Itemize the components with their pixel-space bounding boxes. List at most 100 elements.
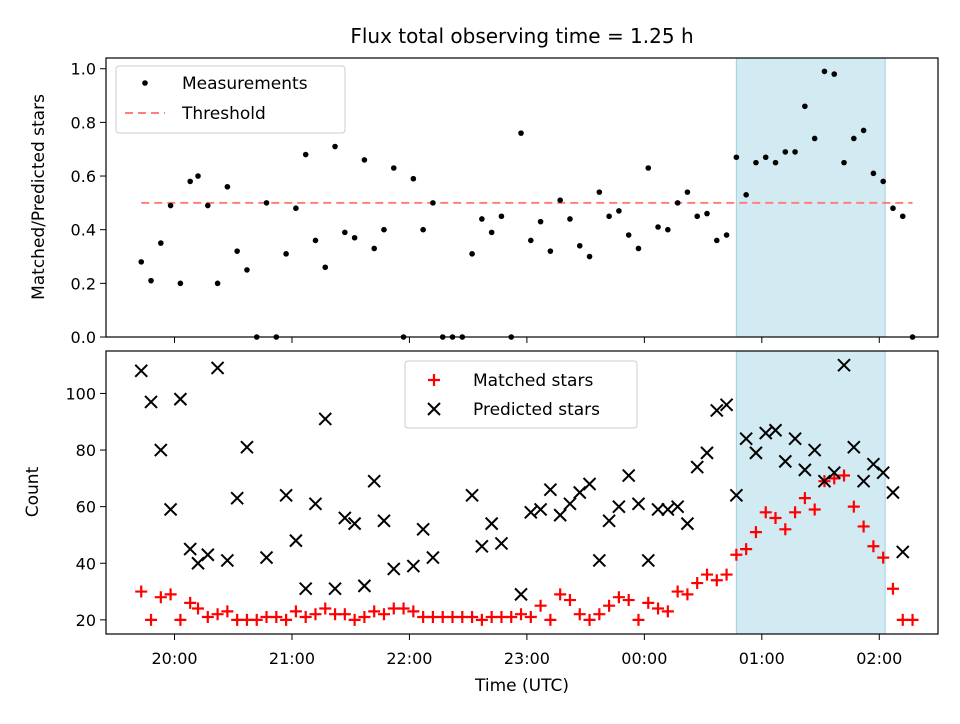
matched-star-point — [348, 613, 361, 626]
predicted-star-point — [144, 395, 158, 409]
matched-star-point — [211, 608, 224, 621]
matched-star-point — [515, 608, 528, 621]
measurement-point — [792, 149, 798, 155]
matched-star-point — [135, 585, 148, 598]
measurement-point — [860, 127, 867, 134]
top-panel: 0.0 0.2 0.4 0.6 0.8 1.0 Measurements Threshold — [71, 57, 939, 347]
matched-star-point — [700, 568, 713, 581]
measurement-point — [283, 251, 289, 257]
matched-star-point — [691, 577, 704, 590]
measurement-point — [420, 226, 426, 233]
matched-star-point — [661, 605, 674, 618]
measurement-point — [469, 251, 475, 257]
predicted-star-point — [377, 514, 391, 528]
measurement-point — [606, 213, 612, 220]
measurement-point — [782, 149, 789, 155]
top-y-tick-label: 0.2 — [71, 274, 96, 293]
measurement-point — [831, 71, 838, 77]
predicted-star-point — [788, 432, 802, 446]
predicted-star-point — [621, 468, 636, 483]
measurement-point — [430, 200, 436, 206]
predicted-star-point — [154, 443, 168, 457]
matched-star-point — [808, 503, 821, 516]
top-y-tick-label: 0.4 — [71, 221, 96, 240]
matched-star-point — [612, 591, 625, 604]
measurement-point — [410, 175, 417, 182]
x-tick-label: 21:00 — [269, 649, 315, 668]
matched-star-point — [720, 568, 733, 581]
matched-star-point — [886, 582, 899, 595]
matched-star-point — [906, 613, 919, 626]
top-y-tick-label: 0.8 — [71, 113, 96, 132]
measurement-point — [332, 143, 338, 150]
predicted-star-point — [837, 358, 851, 372]
matched-star-point — [250, 613, 263, 626]
measurement-point — [841, 159, 847, 166]
predicted-star-point — [563, 497, 577, 511]
bottom-y-axis-label: Count — [23, 466, 43, 517]
matched-star-point — [798, 492, 811, 505]
chart-title: Flux total observing time = 1.25 h — [350, 24, 693, 48]
matched-star-point — [593, 608, 606, 621]
measurement-point — [762, 154, 769, 161]
matched-star-point — [710, 574, 723, 587]
measurement-point — [674, 200, 681, 206]
matched-star-point — [309, 608, 322, 621]
matched-star-point — [164, 588, 177, 601]
matched-star-point — [554, 588, 567, 601]
matched-star-point — [632, 613, 645, 626]
predicted-star-point — [631, 497, 646, 511]
measurement-point — [488, 229, 495, 236]
matched-star-point — [749, 526, 762, 539]
predicted-star-point — [338, 511, 352, 525]
x-tick-label: 22:00 — [386, 649, 432, 668]
top-y-axis-label: Matched/Predicted stars — [29, 94, 49, 300]
predicted-star-point — [896, 545, 910, 559]
matched-star-point — [319, 602, 332, 615]
bottom-y-tick-label: 80 — [76, 441, 96, 460]
measurement-point — [586, 253, 593, 260]
matched-star-point — [184, 596, 197, 609]
x-tick-label: 20:00 — [151, 649, 197, 668]
matched-star-point — [603, 599, 616, 612]
predicted-star-point — [514, 587, 528, 602]
measurement-point — [821, 68, 828, 75]
predicted-star-point — [543, 482, 558, 497]
predicted-star-point — [475, 539, 489, 553]
predicted-star-point — [827, 465, 841, 480]
predicted-star-point — [670, 499, 685, 514]
measurement-point — [302, 151, 309, 158]
matched-star-point — [270, 611, 283, 624]
bottom-y-tick-label: 20 — [76, 611, 96, 630]
legend-matched-marker — [428, 374, 440, 386]
predicted-star-point — [749, 446, 763, 460]
legend-predicted-marker — [427, 402, 441, 416]
predicted-star-point — [690, 460, 704, 474]
predicted-star-point — [847, 440, 861, 454]
matched-star-point — [671, 585, 684, 598]
measurement-point — [351, 234, 358, 241]
matched-star-point — [622, 594, 635, 607]
measurement-point — [645, 165, 652, 171]
predicted-star-point — [602, 514, 616, 528]
measurement-point — [214, 280, 221, 287]
matched-star-point — [867, 540, 880, 553]
matched-star-point — [563, 594, 576, 607]
measurement-point — [635, 245, 642, 252]
measurement-point — [753, 159, 759, 166]
measurement-point — [167, 202, 174, 209]
predicted-star-point — [173, 392, 188, 406]
matched-star-point — [358, 611, 371, 624]
top-y-tick-label: 0.0 — [71, 328, 96, 347]
predicted-star-point — [367, 474, 381, 488]
matched-star-point — [524, 611, 537, 624]
top-y-tick-label: 0.6 — [71, 167, 96, 186]
measurement-point — [684, 189, 691, 195]
matched-star-point — [828, 472, 841, 485]
predicted-star-point — [612, 499, 626, 514]
predicted-star-point — [163, 502, 178, 517]
predicted-star-point — [328, 582, 342, 596]
matched-star-point — [377, 608, 390, 621]
predicted-star-point — [651, 502, 665, 517]
